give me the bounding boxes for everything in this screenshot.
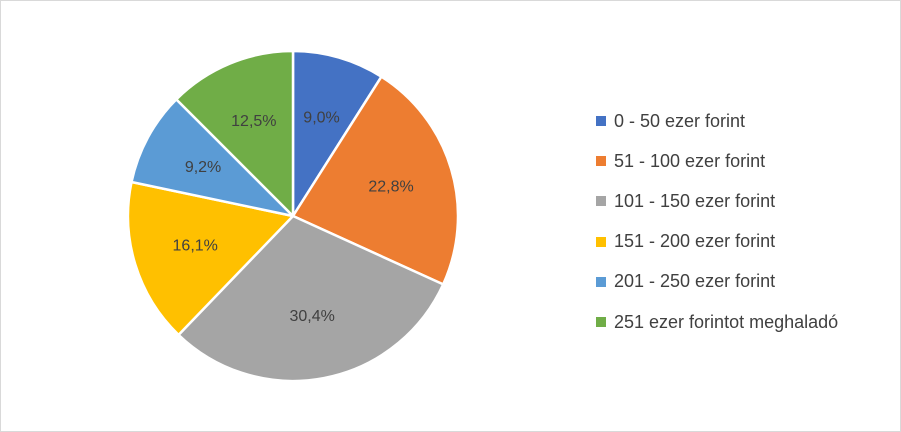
legend-swatch	[596, 317, 606, 328]
pie-slice	[291, 49, 383, 218]
pie-data-label: 9,0%	[303, 109, 339, 126]
legend-label: 201 - 250 ezer forint	[614, 271, 776, 292]
pie-slice	[177, 214, 445, 383]
legend-label: 101 - 150 ezer forint	[614, 190, 776, 211]
legend-swatch	[596, 276, 606, 287]
legend-item: 51 - 100 ezer forint	[596, 141, 838, 181]
legend-item: 251 ezer forintot meghaladó	[596, 302, 838, 342]
pie-data-label: 30,4%	[289, 308, 334, 325]
legend: 0 - 50 ezer forint 51 - 100 ezer forint …	[596, 101, 838, 342]
pie-slice	[175, 49, 295, 218]
legend-label: 151 - 200 ezer forint	[614, 231, 776, 252]
legend-swatch	[596, 156, 606, 167]
pie-slice	[126, 180, 295, 337]
pie-data-label: 9,2%	[185, 159, 221, 176]
legend-item: 151 - 200 ezer forint	[596, 222, 838, 262]
legend-item: 101 - 150 ezer forint	[596, 181, 838, 221]
legend-item: 201 - 250 ezer forint	[596, 262, 838, 302]
legend-label: 0 - 50 ezer forint	[614, 110, 746, 131]
legend-label: 51 - 100 ezer forint	[614, 150, 766, 171]
pie-slice	[291, 75, 460, 286]
pie-data-label: 16,1%	[173, 238, 218, 255]
legend-swatch	[596, 236, 606, 247]
pie-slice	[130, 98, 295, 218]
legend-swatch	[596, 196, 606, 207]
pie-slices	[126, 49, 460, 383]
legend-swatch	[596, 116, 606, 127]
legend-item: 0 - 50 ezer forint	[596, 101, 838, 141]
legend-label: 251 ezer forintot meghaladó	[614, 311, 839, 332]
pie-data-labels: 9,0% 22,8% 30,4% 16,1% 9,2% 12,5%	[173, 109, 414, 325]
pie-data-label: 12,5%	[231, 113, 276, 130]
pie-data-label: 22,8%	[368, 178, 413, 195]
